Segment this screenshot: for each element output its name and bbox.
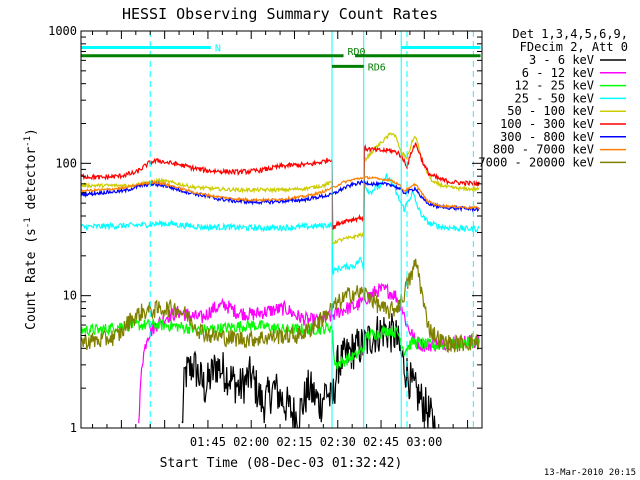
plot-frame: [80, 30, 483, 429]
series-line-7: [80, 179, 480, 213]
legend-label: 50 - 100 keV: [507, 104, 594, 118]
y-tick-label: 10: [63, 289, 77, 303]
legend-label: 3 - 6 keV: [529, 53, 594, 67]
series-line-5: [80, 132, 480, 245]
legend-label: 25 - 50 keV: [515, 91, 594, 105]
y-tick-label: 100: [55, 156, 77, 170]
footer-date: 13-Mar-2010 20:15: [544, 468, 636, 478]
x-tick-label: 02:00: [233, 435, 269, 449]
flag-label-rd0: RD0: [348, 47, 366, 58]
marker-layer: [80, 31, 474, 428]
legend-header-line-1: Det 1,3,4,5,6,9,: [512, 27, 628, 41]
series-line-2: [138, 282, 480, 424]
series-line-6: [81, 142, 480, 231]
y-axis-label-sup2: -1: [23, 136, 33, 147]
legend-label: 6 - 12 keV: [522, 66, 594, 80]
legend-header-line-2: FDecim 2, Att 0: [520, 40, 628, 54]
series-line-8: [80, 175, 480, 210]
y-axis: 1 10 100 1000: [48, 24, 482, 435]
legend-label: 7000 - 20000 keV: [478, 155, 594, 169]
series-line-9: [80, 258, 480, 354]
x-tick-label: 02:30: [320, 435, 356, 449]
y-axis-label-main: Count Rate (s: [24, 228, 39, 330]
legend-label: 300 - 800 keV: [500, 130, 594, 144]
y-tick-label: 1000: [48, 24, 77, 38]
legend: Det 1,3,4,5,6,9, FDecim 2, Att 0 3 - 6 k…: [478, 27, 628, 169]
x-tick-label: 02:15: [276, 435, 312, 449]
legend-label: 800 - 7000 keV: [493, 143, 594, 157]
legend-label: 12 - 25 keV: [515, 79, 594, 93]
x-tick-label: 02:45: [363, 435, 399, 449]
x-axis-label: Start Time (08-Dec-03 01:32:42): [160, 456, 403, 471]
y-axis-label-end: ): [24, 128, 39, 136]
legend-label: 100 - 300 keV: [500, 117, 594, 131]
x-tick-label: 03:00: [406, 435, 442, 449]
x-axis: 01:45 02:00 02:15 02:30 02:45 03:00: [92, 31, 483, 449]
flag-label-rd6: RD6: [368, 62, 386, 73]
series-line-1: [181, 313, 436, 430]
series-layer: [80, 132, 480, 430]
y-axis-label-sup1: -1: [23, 217, 33, 228]
y-tick-label: 1: [70, 421, 77, 435]
x-tick-label: 01:45: [190, 435, 226, 449]
chart-title: HESSI Observing Summary Count Rates: [122, 5, 438, 23]
flag-label-n: N: [215, 44, 221, 55]
y-axis-label: Count Rate (s-1 detector-1): [23, 128, 39, 330]
y-axis-label-mid: detector: [24, 147, 39, 218]
